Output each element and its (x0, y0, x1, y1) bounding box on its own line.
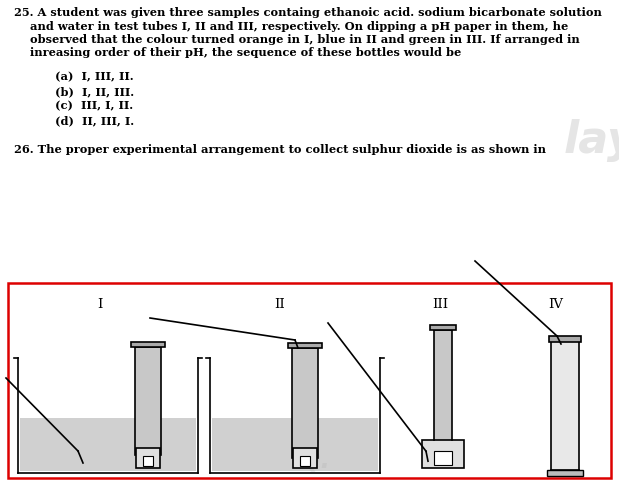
Bar (433, 451, 452, 465)
Text: IV: IV (548, 298, 563, 311)
Bar (430, 325, 456, 330)
Bar (136, 448, 160, 468)
Bar (135, 347, 161, 455)
Text: and water in test tubes I, II and III, respectively. On dipping a pH paper in th: and water in test tubes I, II and III, r… (14, 21, 568, 31)
Bar (8, 283, 611, 478)
Bar (549, 336, 581, 342)
Bar (131, 342, 165, 347)
Text: II: II (275, 298, 285, 311)
Bar (434, 330, 452, 440)
Text: inreasing order of their pH, the sequence of these bottles would be: inreasing order of their pH, the sequenc… (14, 48, 461, 59)
Text: (a)  I, III, II.: (a) I, III, II. (55, 71, 134, 82)
Bar (547, 470, 583, 476)
Bar (551, 342, 579, 470)
Text: (b)  I, II, III.: (b) I, II, III. (55, 85, 134, 96)
Text: observed that the colour turned orange in I, blue in II and green in III. If arr: observed that the colour turned orange i… (14, 34, 580, 45)
Bar (292, 348, 318, 458)
Text: III: III (432, 298, 448, 311)
Bar (422, 440, 464, 468)
Text: (d)  II, III, I.: (d) II, III, I. (55, 115, 134, 126)
Bar (20, 418, 196, 471)
Text: IQ.: IQ. (290, 448, 330, 472)
Bar (142, 456, 154, 466)
Text: (c)  III, I, II.: (c) III, I, II. (55, 100, 133, 111)
Bar (288, 343, 322, 348)
Bar (300, 456, 310, 466)
Text: I: I (97, 298, 103, 311)
Bar (293, 448, 317, 468)
Text: 26. The proper experimental arrangement to collect sulphur dioxide is as shown i: 26. The proper experimental arrangement … (14, 144, 546, 155)
Text: 25. A student was given three samples containg ethanoic acid. sodium bicarbonate: 25. A student was given three samples co… (14, 7, 602, 18)
Bar (212, 418, 378, 471)
Text: lay: lay (563, 119, 619, 162)
